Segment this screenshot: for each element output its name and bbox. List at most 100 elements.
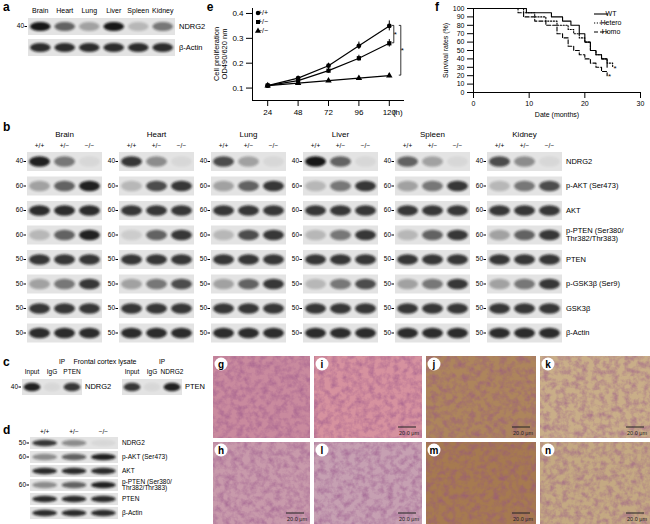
svg-text:60: 60: [16, 231, 24, 238]
svg-text:Input: Input: [125, 368, 140, 376]
svg-text:60: 60: [384, 182, 392, 189]
svg-text:40: 40: [16, 157, 24, 164]
svg-text:60: 60: [476, 182, 484, 189]
svg-text:−/−: −/−: [453, 142, 463, 149]
svg-text:*: *: [401, 46, 404, 55]
svg-text:Survival rates (%): Survival rates (%): [442, 23, 450, 78]
svg-text:*: *: [394, 30, 397, 39]
svg-text:Heart: Heart: [147, 130, 167, 139]
svg-text:60: 60: [108, 231, 116, 238]
svg-text:60: 60: [200, 231, 208, 238]
svg-text:β-Actin: β-Actin: [566, 328, 590, 337]
svg-text:IgG: IgG: [147, 368, 157, 376]
svg-text:−/−: −/−: [258, 27, 268, 34]
svg-text:+/+: +/+: [403, 142, 413, 149]
svg-text:50: 50: [384, 329, 392, 336]
svg-text:20: 20: [581, 100, 589, 107]
svg-text:+/+: +/+: [35, 142, 45, 149]
svg-text:72: 72: [324, 108, 333, 117]
svg-text:−/−: −/−: [85, 142, 95, 149]
svg-text:Cell proliferationOD490/620 nm: Cell proliferationOD490/620 nm: [212, 27, 229, 81]
svg-text:50: 50: [200, 329, 208, 336]
svg-text:60: 60: [292, 182, 300, 189]
svg-text:AKT: AKT: [122, 467, 135, 474]
svg-text:30: 30: [637, 100, 645, 107]
svg-text:IgG: IgG: [47, 368, 57, 376]
svg-text:40: 40: [17, 22, 25, 29]
svg-text:+/+: +/+: [219, 142, 229, 149]
svg-text:Spleen: Spleen: [127, 7, 149, 15]
svg-text:50: 50: [384, 280, 392, 287]
svg-text:e: e: [207, 0, 214, 14]
svg-text:AKT: AKT: [566, 205, 581, 214]
svg-text:60: 60: [19, 481, 27, 488]
svg-text:100: 100: [453, 5, 465, 12]
svg-text:+/−: +/−: [244, 142, 254, 149]
svg-text:j: j: [432, 359, 436, 370]
svg-text:Heart: Heart: [56, 7, 73, 14]
svg-text:*: *: [608, 72, 611, 81]
svg-text:Kidney: Kidney: [152, 7, 174, 15]
svg-text:60: 60: [200, 206, 208, 213]
svg-text:Lung: Lung: [240, 130, 258, 139]
svg-text:80: 80: [457, 22, 465, 29]
svg-text:*: *: [614, 64, 617, 73]
svg-text:60: 60: [16, 206, 24, 213]
svg-text:Brain: Brain: [32, 7, 48, 14]
svg-text:0: 0: [461, 89, 465, 96]
svg-text:Liver: Liver: [332, 130, 350, 139]
svg-text:+/+: +/+: [495, 142, 505, 149]
svg-text:10: 10: [525, 100, 533, 107]
svg-text:NDRG2: NDRG2: [85, 382, 111, 391]
svg-text:NDRG2: NDRG2: [566, 156, 592, 165]
svg-text:f: f: [435, 0, 440, 14]
svg-text:k: k: [545, 359, 551, 370]
svg-text:50: 50: [200, 255, 208, 262]
svg-text:30: 30: [457, 64, 465, 71]
svg-text:−/−: −/−: [177, 142, 187, 149]
svg-text:60: 60: [200, 182, 208, 189]
svg-text:+/+: +/+: [258, 9, 268, 16]
svg-text:96: 96: [354, 108, 363, 117]
svg-text:+/−: +/−: [258, 18, 268, 25]
svg-text:60: 60: [384, 231, 392, 238]
svg-text:24: 24: [263, 108, 272, 117]
svg-text:50: 50: [108, 280, 116, 287]
svg-text:50: 50: [16, 329, 24, 336]
svg-text:50: 50: [108, 304, 116, 311]
svg-text:20.0 μm: 20.0 μm: [399, 430, 419, 436]
svg-text:Homo: Homo: [602, 28, 621, 35]
svg-text:i: i: [321, 359, 324, 370]
svg-text:−/−: −/−: [545, 142, 555, 149]
svg-text:50: 50: [108, 255, 116, 262]
svg-text:40: 40: [384, 157, 392, 164]
svg-text:0.4: 0.4: [232, 9, 244, 18]
svg-text:50: 50: [457, 47, 465, 54]
svg-text:Kidney: Kidney: [512, 130, 536, 139]
svg-text:40: 40: [108, 157, 116, 164]
svg-text:Frontal cortex lysate: Frontal cortex lysate: [73, 358, 136, 366]
svg-text:50: 50: [384, 255, 392, 262]
svg-text:40: 40: [292, 157, 300, 164]
svg-text:60: 60: [384, 206, 392, 213]
svg-text:20.0 μm: 20.0 μm: [399, 516, 419, 522]
svg-text:60: 60: [292, 231, 300, 238]
svg-text:(h): (h): [393, 108, 403, 117]
svg-text:c: c: [3, 355, 10, 369]
svg-text:50: 50: [108, 329, 116, 336]
svg-text:h: h: [218, 445, 224, 456]
svg-text:20.0 μm: 20.0 μm: [627, 516, 647, 522]
svg-text:p-AKT (Ser473): p-AKT (Ser473): [566, 181, 619, 190]
svg-text:50: 50: [200, 304, 208, 311]
svg-text:+/−: +/−: [69, 428, 79, 435]
svg-text:50: 50: [16, 255, 24, 262]
svg-text:−/−: −/−: [269, 142, 279, 149]
svg-text:+/−: +/−: [60, 142, 70, 149]
svg-text:60: 60: [292, 206, 300, 213]
svg-text:40: 40: [11, 383, 19, 390]
svg-text:60: 60: [16, 182, 24, 189]
svg-text:+/−: +/−: [520, 142, 530, 149]
svg-text:g: g: [218, 359, 224, 370]
svg-text:+/−: +/−: [336, 142, 346, 149]
svg-text:50: 50: [16, 280, 24, 287]
